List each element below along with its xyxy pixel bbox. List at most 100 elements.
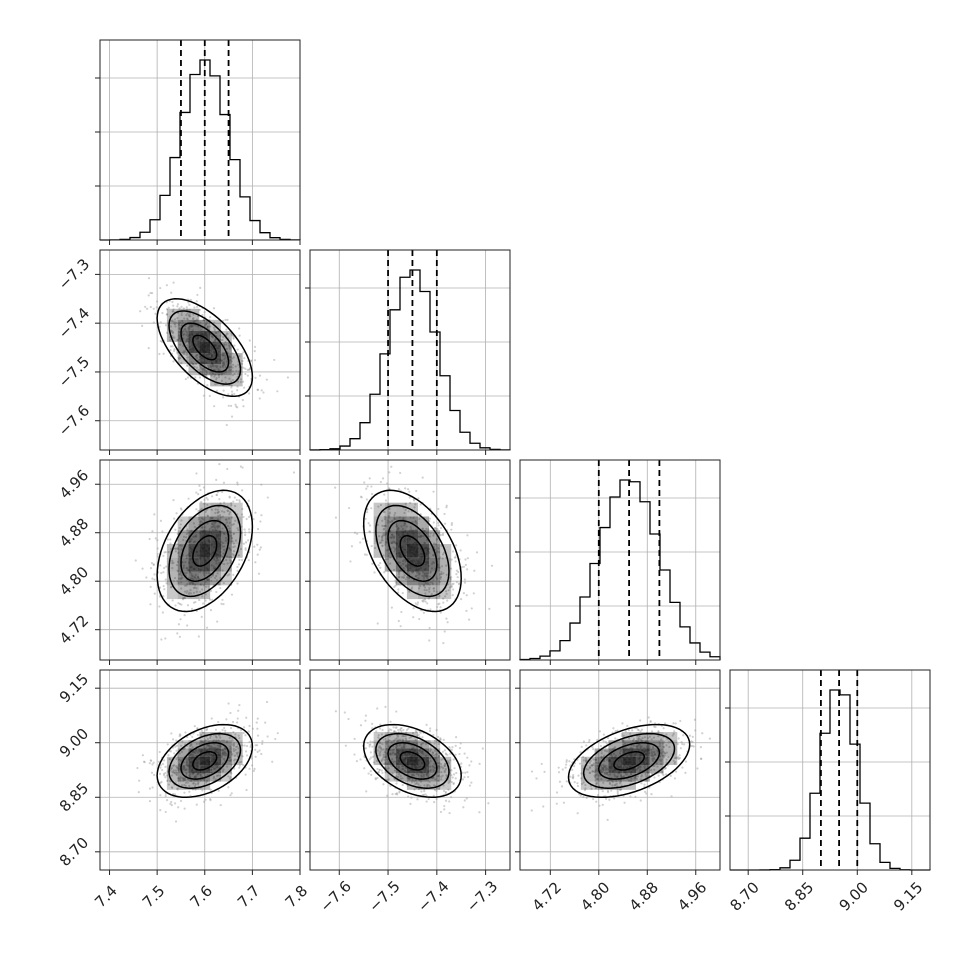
sample-point — [232, 532, 235, 535]
sample-point — [399, 471, 402, 475]
sample-point — [242, 515, 245, 519]
density-cell — [231, 353, 243, 365]
sample-point — [178, 544, 182, 547]
sample-point — [190, 743, 193, 746]
sample-point — [172, 771, 175, 774]
sample-point — [691, 735, 694, 738]
sample-point — [466, 557, 469, 560]
sample-point — [448, 811, 451, 815]
sample-point — [398, 790, 401, 793]
sample-point — [691, 740, 694, 744]
sample-point — [174, 769, 178, 772]
sample-point — [608, 798, 611, 801]
sample-point — [204, 324, 207, 327]
sample-point — [394, 726, 397, 729]
sample-point — [141, 754, 144, 757]
sample-point — [237, 734, 240, 737]
sample-point — [444, 790, 447, 794]
density-cell — [594, 748, 609, 757]
sample-point — [673, 730, 676, 733]
sample-point — [198, 516, 201, 519]
sample-point — [381, 539, 384, 542]
sample-point — [450, 780, 454, 784]
sample-point — [530, 809, 533, 812]
sample-point — [246, 368, 249, 371]
sample-point — [641, 737, 644, 740]
sample-point — [370, 485, 373, 488]
sample-point — [397, 776, 400, 779]
sample-point — [231, 556, 234, 559]
sample-point — [171, 567, 174, 570]
sample-point — [443, 630, 446, 633]
density-cell — [608, 773, 623, 782]
scatter-2-1 — [334, 465, 494, 645]
sample-point — [660, 762, 663, 765]
histogram-2 — [519, 479, 721, 661]
sample-point — [228, 377, 231, 380]
x-tick-label: 7.7 — [234, 882, 264, 912]
sample-point — [256, 388, 259, 391]
sample-point — [223, 342, 226, 346]
sample-point — [668, 745, 671, 749]
sample-point — [421, 736, 424, 739]
sample-point — [211, 495, 214, 498]
sample-point — [186, 624, 189, 627]
sample-point — [407, 777, 410, 780]
contour-1-sigma — [180, 741, 230, 780]
density-cell — [384, 740, 396, 749]
sample-point — [186, 356, 189, 359]
sample-point — [420, 743, 423, 746]
density-cell — [429, 748, 441, 757]
sample-point — [571, 777, 575, 780]
sample-point — [415, 571, 419, 574]
sample-point — [384, 705, 387, 708]
sample-point — [438, 550, 441, 554]
sample-point — [169, 768, 173, 771]
sample-point — [183, 614, 186, 617]
sample-point — [192, 363, 195, 366]
sample-point — [451, 746, 454, 749]
sample-point — [363, 553, 367, 556]
density-cell — [649, 765, 664, 774]
sample-point — [681, 742, 684, 746]
sample-point — [404, 502, 407, 505]
sample-point — [379, 747, 382, 750]
sample-point — [463, 581, 467, 584]
sample-point — [189, 744, 192, 747]
sample-point — [177, 777, 180, 780]
contour-1.5-sigma — [375, 732, 450, 789]
sample-point — [201, 327, 204, 330]
sample-point — [162, 595, 165, 598]
sample-point — [369, 751, 372, 754]
sample-point — [232, 500, 235, 503]
sample-point — [449, 795, 453, 799]
sample-point — [383, 493, 386, 496]
sample-point — [680, 741, 683, 744]
sample-point — [213, 576, 217, 580]
sample-point — [185, 759, 189, 763]
contour-1-sigma — [180, 322, 230, 373]
sample-point — [256, 717, 259, 720]
sample-point — [367, 522, 370, 525]
sample-point — [363, 481, 366, 484]
sample-point — [427, 797, 430, 801]
panel-frame — [99, 669, 301, 871]
sample-point — [182, 307, 185, 310]
density-cell — [220, 353, 232, 365]
sample-point — [674, 722, 677, 725]
sample-point — [172, 738, 175, 741]
sample-point — [145, 576, 148, 579]
sample-point — [381, 728, 384, 732]
sample-point — [225, 741, 228, 744]
sample-point — [428, 626, 431, 630]
sample-point — [400, 610, 403, 614]
sample-point — [379, 723, 382, 726]
density-cell — [395, 516, 407, 531]
sample-point — [191, 735, 194, 738]
sample-point — [228, 366, 231, 369]
sample-point — [650, 730, 654, 733]
density-cell — [635, 765, 650, 774]
sample-point — [429, 608, 432, 611]
sample-point — [232, 542, 235, 545]
sample-point — [187, 592, 190, 596]
